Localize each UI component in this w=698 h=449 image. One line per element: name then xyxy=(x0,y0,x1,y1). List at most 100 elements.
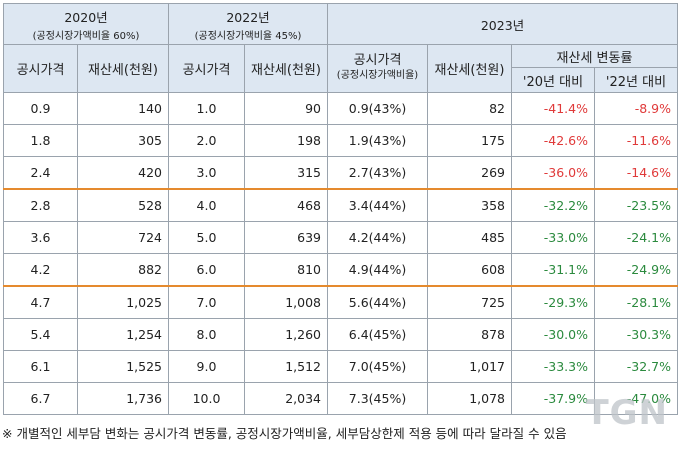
header-row-cols: 공시가격 재산세(천원) 공시가격 재산세(천원) 공시가격 (공정시장가액비율… xyxy=(3,44,678,93)
cell-t23: 608 xyxy=(427,253,512,287)
cell-p23: 4.2(44%) xyxy=(327,221,428,254)
cell-p20: 4.2 xyxy=(3,253,78,287)
cell-t20: 1,525 xyxy=(77,350,169,383)
cell-p22: 10.0 xyxy=(168,382,245,415)
cell-c20: -32.2% xyxy=(511,188,595,222)
table-row: 6.1 1,525 9.0 1,512 7.0(45%) 1,017 -33.3% -32.7… xyxy=(3,350,678,383)
table-row: 5.4 1,254 8.0 1,260 6.4(45%) 878 -30.0% -30.3% xyxy=(3,318,678,351)
cell-c20: -29.3% xyxy=(511,285,595,319)
table-row: 4.2 882 6.0 810 4.9(44%) 608 -31.1% -24.9% xyxy=(3,253,678,287)
cell-c20: -31.1% xyxy=(511,253,595,287)
cell-p20: 1.8 xyxy=(3,124,78,157)
cell-t20: 528 xyxy=(77,188,169,222)
cell-p22: 9.0 xyxy=(168,350,245,383)
cell-t23: 269 xyxy=(427,156,512,190)
col-vs22: '22년 대비 xyxy=(594,67,678,93)
table-row: 1.8 305 2.0 198 1.9(43%) 175 -42.6% -11.6% xyxy=(3,124,678,157)
cell-p20: 2.8 xyxy=(3,188,78,222)
table-row: 2.4 420 3.0 315 2.7(43%) 269 -36.0% -14.6% xyxy=(3,156,678,190)
col-tax-2023: 재산세(천원) xyxy=(427,44,512,93)
col-price-2023-label: 공시가격 xyxy=(353,53,402,68)
cell-p20: 3.6 xyxy=(3,221,78,254)
cell-c22: -24.1% xyxy=(594,221,678,254)
cell-p22: 6.0 xyxy=(168,253,245,287)
col-tax-2022: 재산세(천원) xyxy=(244,44,328,93)
cell-t20: 1,254 xyxy=(77,318,169,351)
cell-p23: 0.9(43%) xyxy=(327,92,428,125)
cell-p22: 2.0 xyxy=(168,124,245,157)
cell-c20: -36.0% xyxy=(511,156,595,190)
cell-p23: 7.0(45%) xyxy=(327,350,428,383)
cell-c22: -32.7% xyxy=(594,350,678,383)
cell-p22: 7.0 xyxy=(168,285,245,319)
cell-c20: -30.0% xyxy=(511,318,595,351)
cell-t23: 485 xyxy=(427,221,512,254)
cell-p23: 5.6(44%) xyxy=(327,285,428,319)
footnote: ※ 개별적인 세부담 변화는 공시가격 변동률, 공정시장가액비율, 세부담상한… xyxy=(2,426,567,441)
col-tax-2020: 재산세(천원) xyxy=(77,44,169,93)
header-2023-label: 2023년 xyxy=(480,17,525,33)
cell-t22: 468 xyxy=(244,188,328,222)
cell-c22: -30.3% xyxy=(594,318,678,351)
cell-t22: 315 xyxy=(244,156,328,190)
cell-t20: 882 xyxy=(77,253,169,287)
cell-p22: 3.0 xyxy=(168,156,245,190)
cell-t22: 90 xyxy=(244,92,328,125)
cell-p23: 6.4(45%) xyxy=(327,318,428,351)
cell-t20: 724 xyxy=(77,221,169,254)
cell-c22: -11.6% xyxy=(594,124,678,157)
property-tax-table: 2020년 (공정시장가액비율 60%) 2022년 (공정시장가액비율 45%… xyxy=(3,3,678,415)
cell-t20: 1,025 xyxy=(77,285,169,319)
cell-t20: 305 xyxy=(77,124,169,157)
cell-c22: -14.6% xyxy=(594,156,678,190)
header-row-years: 2020년 (공정시장가액비율 60%) 2022년 (공정시장가액비율 45%… xyxy=(3,3,678,45)
cell-t23: 1,078 xyxy=(427,382,512,415)
cell-p22: 5.0 xyxy=(168,221,245,254)
header-2020: 2020년 (공정시장가액비율 60%) xyxy=(3,3,169,45)
header-2020-sub: (공정시장가액비율 60%) xyxy=(32,30,140,42)
cell-c20: -33.0% xyxy=(511,221,595,254)
cell-t23: 1,017 xyxy=(427,350,512,383)
cell-c22: -47.0% xyxy=(594,382,678,415)
cell-c22: -8.9% xyxy=(594,92,678,125)
col-vs20: '20년 대비 xyxy=(511,67,595,93)
cell-p20: 6.7 xyxy=(3,382,78,415)
cell-t22: 1,008 xyxy=(244,285,328,319)
header-2022-sub: (공정시장가액비율 45%) xyxy=(194,30,302,42)
col-price-2023-sub: (공정시장가액비율) xyxy=(336,70,419,81)
cell-t22: 1,512 xyxy=(244,350,328,383)
cell-p20: 6.1 xyxy=(3,350,78,383)
cell-c22: -28.1% xyxy=(594,285,678,319)
table-row: 2.8 528 4.0 468 3.4(44%) 358 -32.2% -23.5% xyxy=(3,188,678,222)
cell-t23: 878 xyxy=(427,318,512,351)
cell-c22: -23.5% xyxy=(594,188,678,222)
cell-p20: 4.7 xyxy=(3,285,78,319)
cell-t22: 2,034 xyxy=(244,382,328,415)
cell-p23: 1.9(43%) xyxy=(327,124,428,157)
table-row: 3.6 724 5.0 639 4.2(44%) 485 -33.0% -24.1% xyxy=(3,221,678,254)
col-price-2023: 공시가격 (공정시장가액비율) xyxy=(327,44,428,93)
header-2022-label: 2022년 xyxy=(226,9,270,25)
header-2022: 2022년 (공정시장가액비율 45%) xyxy=(168,3,328,45)
cell-t23: 725 xyxy=(427,285,512,319)
cell-t20: 1,736 xyxy=(77,382,169,415)
cell-c20: -41.4% xyxy=(511,92,595,125)
cell-t23: 82 xyxy=(427,92,512,125)
cell-t23: 175 xyxy=(427,124,512,157)
cell-t22: 198 xyxy=(244,124,328,157)
cell-t20: 420 xyxy=(77,156,169,190)
cell-p20: 5.4 xyxy=(3,318,78,351)
cell-c20: -33.3% xyxy=(511,350,595,383)
watermark-logo: TGN xyxy=(585,393,668,433)
cell-p23: 7.3(45%) xyxy=(327,382,428,415)
cell-t22: 639 xyxy=(244,221,328,254)
cell-p22: 4.0 xyxy=(168,188,245,222)
table-row: 4.7 1,025 7.0 1,008 5.6(44%) 725 -29.3% -28.1% xyxy=(3,285,678,319)
header-2020-label: 2020년 xyxy=(64,9,108,25)
cell-p23: 4.9(44%) xyxy=(327,253,428,287)
col-price-2020: 공시가격 xyxy=(3,44,78,93)
table-body: 0.9 140 1.0 90 0.9(43%) 82 -41.4% -8.9% 1.8 305 2.… xyxy=(3,92,678,415)
cell-c20: -42.6% xyxy=(511,124,595,157)
cell-p22: 1.0 xyxy=(168,92,245,125)
